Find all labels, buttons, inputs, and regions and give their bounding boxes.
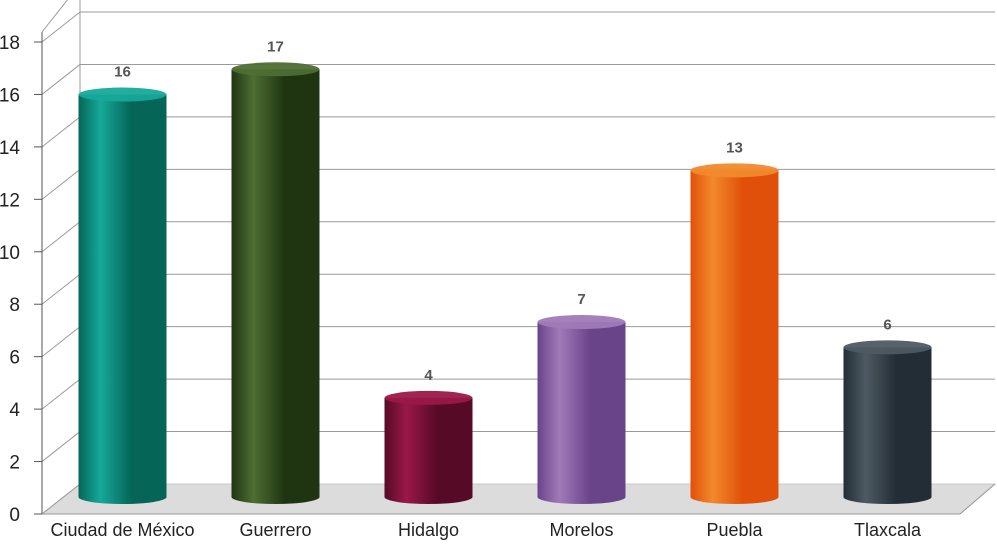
bar-top [384, 390, 473, 405]
data-label: 4 [424, 367, 433, 384]
data-label: 13 [726, 139, 743, 156]
x-tick-label: Morelos [549, 520, 613, 540]
bar-top [690, 163, 779, 178]
gridline-connector [41, 168, 81, 200]
gridline-connector [41, 64, 81, 95]
gridline-connector [41, 273, 81, 305]
x-tick-label: Guerrero [239, 520, 311, 540]
bar-top [78, 87, 167, 102]
gridline-connector [41, 116, 81, 148]
bar-body [78, 94, 167, 505]
bar-top [231, 62, 320, 77]
bar-1 [231, 62, 320, 505]
y-tick-label: 14 [0, 138, 20, 159]
bar-3 [537, 315, 626, 504]
bar-top [843, 340, 932, 355]
x-axis-connector [959, 483, 996, 515]
x-tick-label: Hidalgo [398, 520, 459, 540]
gridline-connector [41, 326, 81, 358]
x-tick-label: Tlaxcala [854, 520, 922, 540]
bar-layer [78, 62, 932, 505]
gridline-connector [41, 221, 81, 253]
y-tick-label: 8 [9, 295, 20, 316]
gridline-connector [41, 431, 81, 462]
data-label: 16 [114, 64, 131, 81]
bar-2 [384, 390, 473, 504]
bar-body [384, 397, 473, 504]
bar-body [843, 347, 932, 504]
bar-5 [843, 340, 932, 504]
y-tick-label: 4 [9, 400, 20, 421]
bar-0 [78, 87, 167, 505]
y-tick-label: 2 [9, 453, 20, 474]
data-label: 17 [267, 38, 284, 55]
gridline-connector [41, 11, 81, 43]
x-tick-label: Ciudad de México [50, 520, 194, 540]
bar-body [537, 322, 626, 504]
y-tick-label: 16 [0, 85, 20, 106]
data-label: 7 [577, 291, 585, 308]
y-tick-label: 12 [0, 190, 20, 211]
y-tick-label: 10 [0, 243, 20, 264]
data-label: 6 [883, 316, 891, 333]
y-tick-label: 6 [9, 348, 20, 369]
bar-body [231, 69, 320, 505]
bar-top [537, 315, 626, 330]
y-axis-connector [41, 0, 68, 33]
label-layer: 16 Ciudad de México 17 Guerrero 4 Hidalgo 7 Mor… [50, 38, 922, 540]
gridline-connector [41, 378, 81, 410]
gridline-connector [41, 483, 81, 515]
bar-body [690, 170, 779, 504]
y-tick-label: 0 [9, 505, 20, 526]
axis-layer: 0 2 4 6 8 10 12 14 16 18 [0, 0, 996, 526]
y-tick-label: 18 [0, 33, 20, 54]
bar-4 [690, 163, 779, 504]
x-tick-label: Puebla [706, 520, 763, 540]
